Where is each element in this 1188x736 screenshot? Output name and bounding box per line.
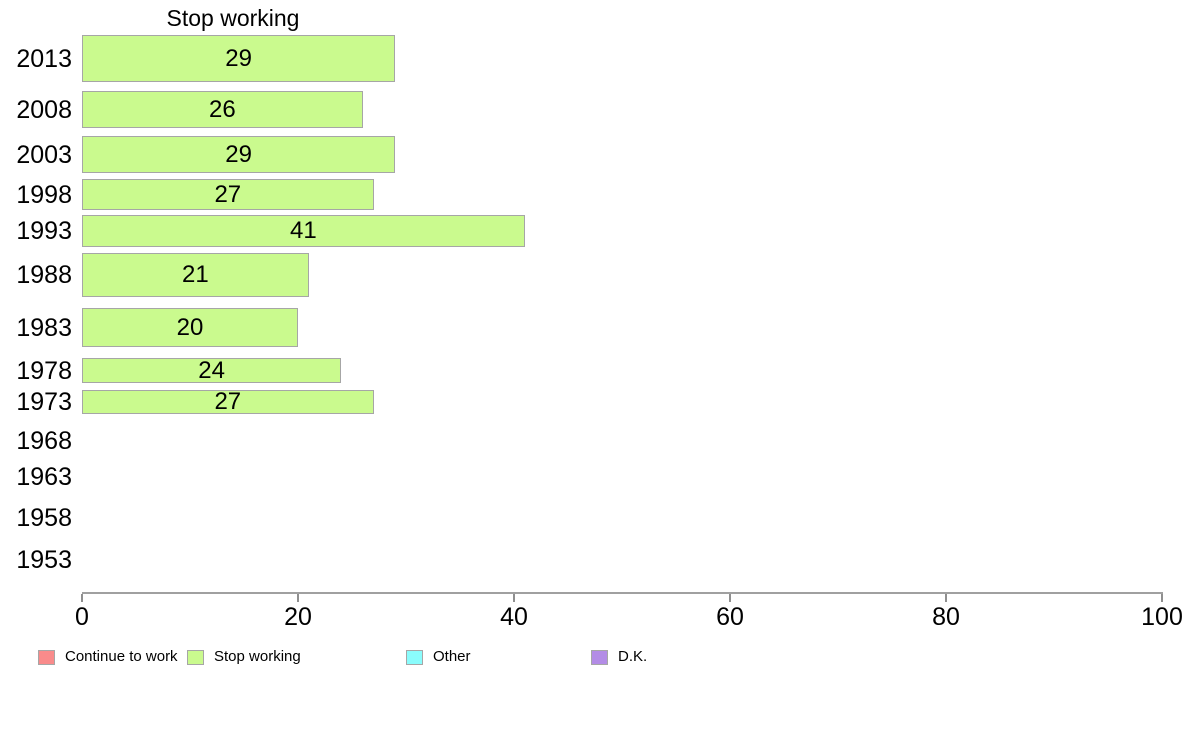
bar-value-label: 29: [225, 44, 252, 72]
bar-value-label: 26: [209, 95, 236, 123]
legend-item: D.K.: [591, 645, 647, 669]
x-axis-tick-label: 80: [932, 603, 960, 631]
legend-item: Other: [406, 645, 471, 669]
bar-value-label: 27: [214, 388, 242, 415]
y-axis-label: 2008: [16, 95, 72, 124]
y-axis-label: 1958: [16, 504, 72, 532]
bar-value-label: 27: [214, 180, 242, 208]
bar-value-label: 21: [182, 261, 209, 288]
bar-value-label: 29: [225, 140, 252, 168]
x-axis-tick: [945, 594, 947, 602]
x-axis-tick-label: 40: [500, 603, 528, 631]
y-axis-label: 1988: [16, 261, 72, 289]
legend-label: Continue to work: [65, 648, 178, 665]
y-axis-label: 1998: [16, 180, 72, 209]
legend-label: Stop working: [214, 648, 301, 665]
legend-label: Other: [433, 648, 471, 665]
bar: 24: [82, 356, 342, 384]
y-axis-label: 2013: [16, 44, 72, 73]
x-axis-tick: [513, 594, 515, 602]
y-axis-label: 2003: [16, 140, 72, 169]
bar: 21: [82, 253, 309, 297]
y-axis-label: 1978: [16, 356, 72, 385]
legend-swatch: [591, 649, 608, 665]
x-axis-tick-label: 20: [284, 603, 312, 631]
x-axis-line: [82, 592, 1163, 594]
bar: 20: [82, 308, 298, 347]
y-axis-label: 1983: [16, 313, 72, 342]
legend-swatch: [406, 649, 423, 665]
y-axis-label: 1963: [16, 463, 72, 491]
x-axis-tick: [729, 594, 731, 602]
y-axis-label: 1953: [16, 546, 72, 574]
bar: 27: [82, 179, 374, 210]
y-axis-label: 1993: [16, 217, 72, 245]
y-axis-label: 1968: [16, 427, 72, 455]
bar-value-label: 41: [290, 217, 317, 244]
bar-value-label: 20: [176, 313, 204, 341]
x-axis-tick-label: 100: [1141, 603, 1183, 631]
bar: 29: [82, 136, 396, 173]
x-axis-tick: [297, 594, 299, 602]
legend-swatch: [38, 649, 55, 665]
x-axis-tick: [1161, 594, 1163, 602]
legend-swatch: [187, 649, 204, 665]
legend-item: Continue to work: [38, 645, 178, 669]
legend-item: Stop working: [187, 645, 301, 669]
x-axis-tick-label: 60: [716, 603, 744, 631]
chart-title: Stop working: [166, 5, 300, 31]
bar: 26: [82, 91, 363, 128]
x-axis-tick: [81, 594, 83, 602]
bar-value-label: 24: [198, 356, 225, 384]
legend-label: D.K.: [618, 648, 648, 665]
bar: 41: [82, 215, 525, 247]
bar: 27: [82, 388, 374, 415]
x-axis-tick-label: 0: [75, 603, 89, 631]
y-axis-label: 1973: [16, 388, 72, 416]
bar: 29: [82, 35, 396, 82]
